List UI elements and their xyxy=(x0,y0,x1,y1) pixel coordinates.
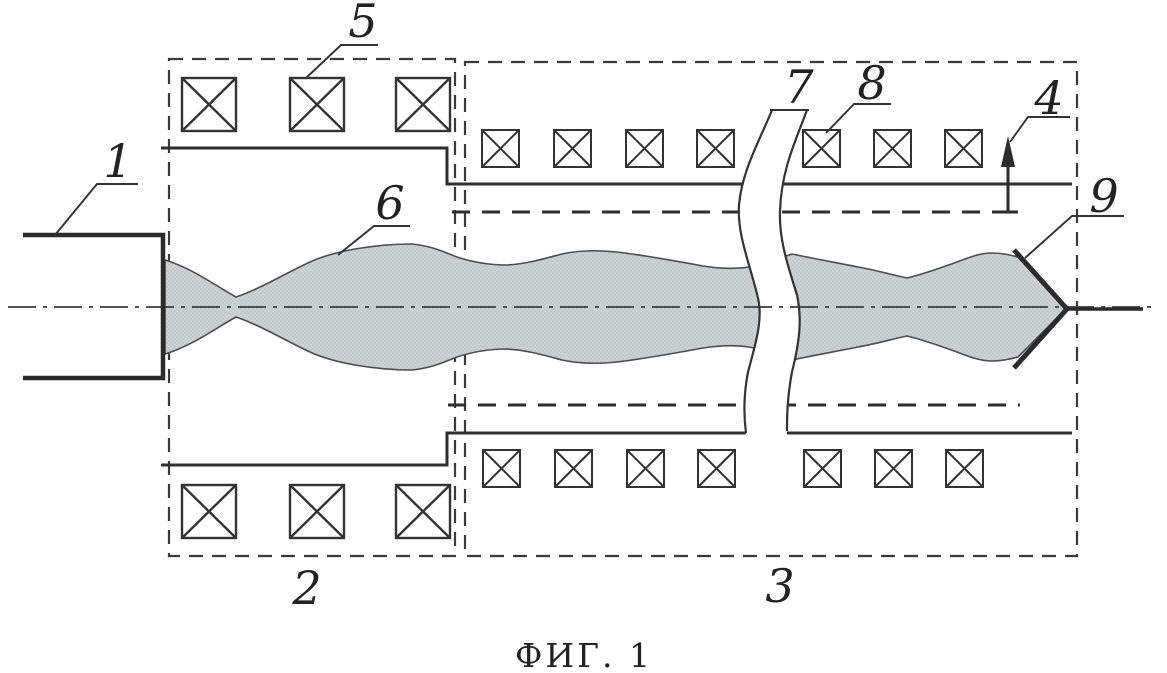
probe-arrow xyxy=(999,136,1018,214)
callout-4-label: 4 xyxy=(1033,71,1063,125)
callout-5-leader xyxy=(305,44,378,79)
callout-1-leader xyxy=(54,183,138,236)
callout-6-leader xyxy=(337,225,410,256)
callout-9-label: 9 xyxy=(1089,169,1118,223)
figure-caption: ФИГ. 1 xyxy=(515,636,653,673)
callout-7-label: 7 xyxy=(784,60,814,114)
callout-8-leader xyxy=(825,103,891,134)
electron-gun-outline xyxy=(23,232,166,381)
break-line-right xyxy=(778,109,809,432)
break-gap-mask xyxy=(738,110,807,435)
callout-5-label: 5 xyxy=(348,0,377,48)
callout-9-leader xyxy=(1024,215,1124,259)
collector-cone-lower xyxy=(1012,307,1069,370)
callout-4-leader xyxy=(1009,116,1070,143)
probe-arrow-head-icon xyxy=(1001,136,1015,167)
callout-3-label: 3 xyxy=(765,559,794,613)
callout-8-label: 8 xyxy=(857,56,886,110)
callout-leaders xyxy=(54,44,1124,259)
callout-6-label: 6 xyxy=(375,176,404,230)
break-line-left xyxy=(737,109,774,434)
collector-cone-upper xyxy=(1012,248,1069,311)
callout-2-label: 2 xyxy=(291,561,321,615)
callout-1-label: 1 xyxy=(103,134,132,188)
